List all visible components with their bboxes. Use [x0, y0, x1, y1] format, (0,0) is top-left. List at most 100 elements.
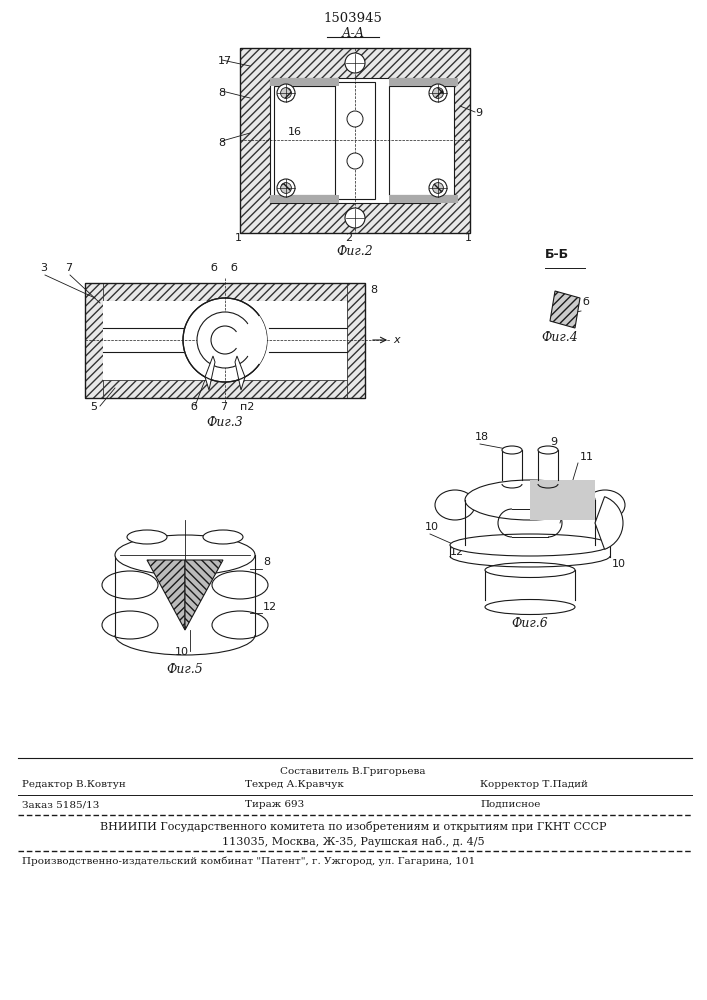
Text: Фиг.6: Фиг.6	[512, 617, 549, 630]
Circle shape	[345, 53, 365, 73]
Bar	[389, 86, 454, 195]
Ellipse shape	[127, 530, 167, 544]
Bar	[274, 86, 339, 195]
Bar	[347, 283, 365, 398]
Text: А-А: А-А	[341, 27, 365, 40]
Bar	[240, 48, 470, 233]
Ellipse shape	[538, 446, 558, 454]
Ellipse shape	[450, 534, 610, 556]
Bar	[85, 283, 365, 301]
Ellipse shape	[585, 490, 625, 520]
Text: 8: 8	[263, 557, 270, 567]
Bar	[270, 78, 339, 86]
Wedge shape	[225, 316, 267, 364]
Circle shape	[183, 298, 267, 382]
Ellipse shape	[212, 611, 268, 639]
Text: 113035, Москва, Ж-35, Раушская наб., д. 4/5: 113035, Москва, Ж-35, Раушская наб., д. …	[222, 836, 484, 847]
Ellipse shape	[485, 599, 575, 614]
Ellipse shape	[102, 611, 158, 639]
Ellipse shape	[502, 446, 522, 454]
Bar	[389, 78, 458, 86]
Text: 8: 8	[218, 138, 225, 148]
Text: 2: 2	[345, 233, 352, 243]
Bar	[85, 380, 365, 398]
Text: 10: 10	[612, 559, 626, 569]
Circle shape	[197, 312, 253, 368]
Text: 18: 18	[475, 432, 489, 442]
Text: Производственно-издательский комбинат "Патент", г. Ужгород, ул. Гагарина, 101: Производственно-издательский комбинат "П…	[22, 856, 475, 865]
Text: ВНИИПИ Государственного комитета по изобретениям и открытиям при ГКНТ СССР: ВНИИПИ Государственного комитета по изоб…	[100, 821, 606, 832]
Text: 7: 7	[220, 402, 227, 412]
Ellipse shape	[465, 480, 595, 520]
Text: 18: 18	[360, 83, 373, 93]
Ellipse shape	[212, 571, 268, 599]
Text: Подписное: Подписное	[480, 800, 540, 809]
Polygon shape	[530, 480, 595, 520]
Ellipse shape	[102, 571, 158, 599]
Circle shape	[429, 84, 447, 102]
Text: Заказ 5185/13: Заказ 5185/13	[22, 800, 100, 809]
Bar	[389, 195, 458, 203]
Circle shape	[277, 179, 295, 197]
Text: б: б	[230, 263, 237, 273]
Text: x: x	[393, 335, 399, 345]
Text: б: б	[582, 297, 589, 307]
Text: Составитель В.Григорьева: Составитель В.Григорьева	[280, 767, 426, 776]
Text: Корректор Т.Падий: Корректор Т.Падий	[480, 780, 588, 789]
Text: 1503945: 1503945	[324, 12, 382, 25]
Text: 3: 3	[40, 263, 47, 273]
Polygon shape	[147, 560, 185, 630]
Text: Фиг.3: Фиг.3	[206, 416, 243, 429]
Circle shape	[347, 111, 363, 127]
Text: 16: 16	[288, 127, 302, 137]
Text: б: б	[190, 402, 197, 412]
Circle shape	[281, 88, 291, 98]
Text: Фиг.5: Фиг.5	[167, 663, 204, 676]
Circle shape	[347, 153, 363, 169]
Circle shape	[433, 88, 443, 98]
Text: 12: 12	[450, 547, 464, 557]
Text: 1: 1	[465, 233, 472, 243]
Ellipse shape	[435, 490, 475, 520]
Text: 5: 5	[90, 402, 97, 412]
Text: 9: 9	[550, 437, 557, 447]
Text: 10: 10	[175, 647, 189, 657]
Bar	[270, 195, 339, 203]
Text: 7: 7	[65, 263, 72, 273]
Text: 9: 9	[475, 108, 482, 118]
Text: Фиг.2: Фиг.2	[337, 245, 373, 258]
Text: Редактор В.Ковтун: Редактор В.Ковтун	[22, 780, 126, 789]
Bar	[270, 78, 440, 203]
Text: 1: 1	[235, 233, 242, 243]
Ellipse shape	[203, 530, 243, 544]
Circle shape	[277, 84, 295, 102]
Polygon shape	[205, 356, 215, 390]
Bar	[240, 48, 470, 233]
Text: 8: 8	[370, 285, 377, 295]
Text: Тираж 693: Тираж 693	[245, 800, 304, 809]
Text: 17: 17	[218, 56, 232, 66]
Bar	[103, 301, 347, 380]
Polygon shape	[550, 291, 580, 328]
Bar	[335, 82, 375, 199]
Circle shape	[211, 326, 239, 354]
Circle shape	[429, 179, 447, 197]
Text: Б-Б: Б-Б	[545, 248, 569, 261]
Bar	[85, 283, 103, 398]
Polygon shape	[185, 560, 223, 630]
Wedge shape	[595, 497, 623, 549]
Text: б: б	[210, 263, 217, 273]
Ellipse shape	[115, 535, 255, 575]
Ellipse shape	[485, 562, 575, 578]
Text: 8: 8	[218, 88, 225, 98]
Polygon shape	[235, 356, 245, 390]
Text: п2: п2	[240, 402, 255, 412]
Circle shape	[433, 183, 443, 193]
Text: 10: 10	[425, 522, 439, 532]
Text: 12: 12	[263, 602, 277, 612]
Text: 11: 11	[580, 452, 594, 462]
Bar	[85, 283, 365, 398]
Text: Техред А.Кравчук: Техред А.Кравчук	[245, 780, 344, 789]
Circle shape	[345, 208, 365, 228]
Text: Фиг.4: Фиг.4	[542, 331, 578, 344]
